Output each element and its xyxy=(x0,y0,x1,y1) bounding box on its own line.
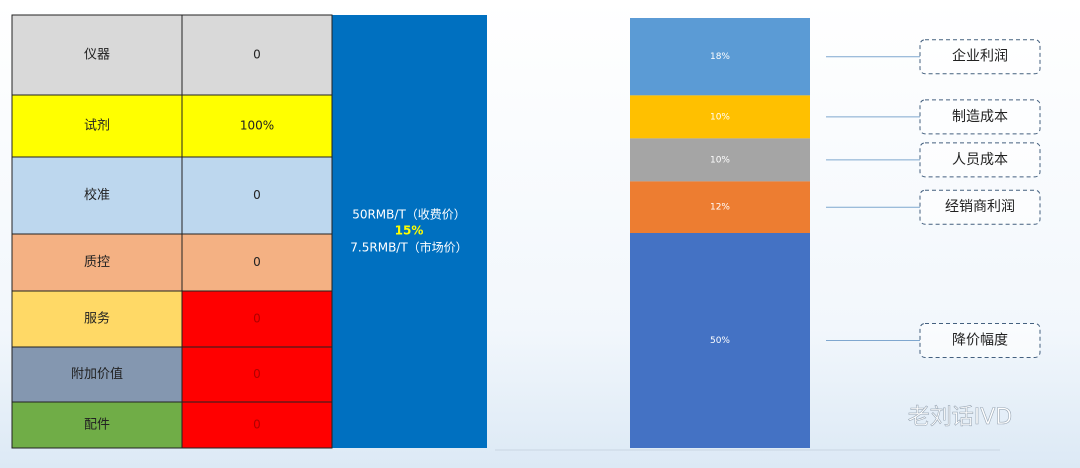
row-label: 仪器 xyxy=(84,48,110,63)
cell-value: 0 xyxy=(253,255,261,269)
segment xyxy=(630,95,810,139)
cell-value: 0 xyxy=(253,367,261,381)
table-cell xyxy=(11,156,183,235)
callout-text: 降价幅度 xyxy=(952,333,1008,349)
table-cell xyxy=(181,401,333,449)
center-text: 50RMB/T（收费价） xyxy=(352,208,466,222)
row-label: 配件 xyxy=(84,418,110,433)
table-cell xyxy=(181,94,333,158)
segment-label: 18% xyxy=(710,52,730,62)
segment-label: 50% xyxy=(710,336,730,346)
callout-text: 经销商利润 xyxy=(945,199,1015,215)
table-cell xyxy=(181,346,333,403)
segment-label: 12% xyxy=(710,203,730,213)
table-cell xyxy=(11,401,183,449)
table-cell xyxy=(181,290,333,348)
watermark: 老刘话IVD xyxy=(908,405,1012,430)
center-percent: 15% xyxy=(395,224,424,238)
segment-label: 10% xyxy=(710,155,730,165)
callout-box xyxy=(919,99,1041,135)
cell-value: 0 xyxy=(253,48,261,62)
cell-value: 0 xyxy=(253,418,261,432)
segment xyxy=(630,138,810,182)
callout-box xyxy=(919,142,1041,178)
segment xyxy=(630,181,810,233)
row-label: 试剂 xyxy=(84,119,110,134)
segment-label: 10% xyxy=(710,112,730,122)
segment xyxy=(630,233,810,448)
cell-value: 100% xyxy=(240,119,274,133)
callout-text: 企业利润 xyxy=(952,48,1008,65)
row-label: 附加价值 xyxy=(71,366,123,382)
callout-box xyxy=(919,189,1041,225)
center-box xyxy=(332,15,487,448)
callout-box xyxy=(919,39,1041,75)
row-label: 质控 xyxy=(84,255,110,270)
callout-box xyxy=(919,323,1041,358)
table-cell xyxy=(181,233,333,292)
cell-value: 0 xyxy=(253,312,261,326)
table-cell xyxy=(181,156,333,235)
table-cell xyxy=(11,290,183,348)
center-text: 7.5RMB/T（市场价） xyxy=(350,240,467,255)
table-cell xyxy=(11,94,183,158)
row-label: 校准 xyxy=(84,187,110,203)
row-label: 服务 xyxy=(84,311,110,327)
cell-value: 0 xyxy=(253,188,261,202)
callout-text: 人员成本 xyxy=(952,152,1008,168)
callout-text: 制造成本 xyxy=(952,109,1008,125)
segment xyxy=(630,18,810,96)
table-cell xyxy=(181,14,333,96)
table-cell xyxy=(11,346,183,403)
